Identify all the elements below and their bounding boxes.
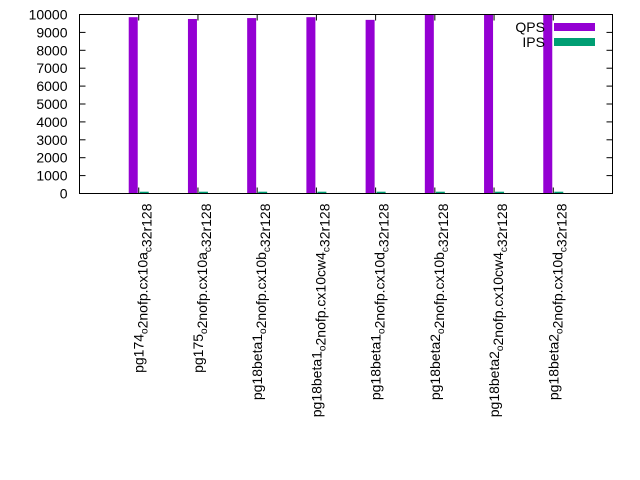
- bar-ips: [139, 191, 149, 194]
- x-tick-label: pg18beta1o2nofp.cx10bc32r128: [249, 203, 273, 400]
- y-tick-label: 8000: [36, 42, 67, 58]
- y-tick-label: 1000: [36, 168, 67, 184]
- x-tick-label: pg18beta1o2nofp.cx10cw4c32r128: [308, 203, 332, 417]
- y-tick-label: 4000: [36, 114, 67, 130]
- bar-ips: [376, 191, 386, 194]
- legend-label-ips: IPS: [522, 34, 545, 50]
- y-axis: 0 1000 2000 3000 4000 5000 6000 7000 8000 9000100…: [29, 7, 613, 202]
- x-tick-label: pg18beta2o2nofp.cx10cw4c32r128: [486, 203, 510, 417]
- bar-qps: [543, 14, 553, 194]
- legend-swatch-ips: [554, 38, 595, 46]
- y-tick-label: 0: [60, 186, 68, 202]
- bar-qps: [306, 17, 316, 194]
- y-tick-label: 10000: [29, 7, 68, 23]
- bar-qps: [128, 17, 138, 194]
- bar-ips: [258, 191, 268, 194]
- bar-qps: [424, 14, 434, 194]
- y-tick-label: 5000: [36, 96, 67, 112]
- x-axis: pg174o2nofp.cx10ac32r128 pg175o2nofp.cx10…: [131, 14, 569, 417]
- x-tick-label: pg18beta2o2nofp.cx10bc32r128: [427, 203, 451, 400]
- bar-ips: [198, 191, 208, 194]
- x-tick-label: pg18beta1o2nofp.cx10dc32r128: [368, 203, 392, 400]
- bar-ips: [554, 191, 564, 194]
- bar-ips: [317, 191, 327, 194]
- legend-label-qps: QPS: [515, 19, 545, 35]
- y-tick-label: 9000: [36, 24, 67, 40]
- y-tick-label: 7000: [36, 60, 67, 76]
- y-tick-label: 3000: [36, 132, 67, 148]
- x-tick-label: pg18beta2o2nofp.cx10dc32r128: [545, 203, 569, 400]
- y-tick-label: 2000: [36, 150, 67, 166]
- legend-swatch-qps: [554, 23, 595, 31]
- bar-qps: [365, 19, 375, 194]
- bars-group: [128, 14, 564, 194]
- bar-qps: [247, 18, 257, 194]
- bar-qps: [484, 14, 494, 194]
- bar-ips: [435, 191, 445, 194]
- x-tick-label: pg175o2nofp.cx10ac32r128: [190, 203, 214, 373]
- y-tick-label: 6000: [36, 78, 67, 94]
- bar-qps: [187, 18, 197, 194]
- bar-ips: [495, 191, 505, 194]
- x-tick-label: pg174o2nofp.cx10ac32r128: [131, 203, 155, 373]
